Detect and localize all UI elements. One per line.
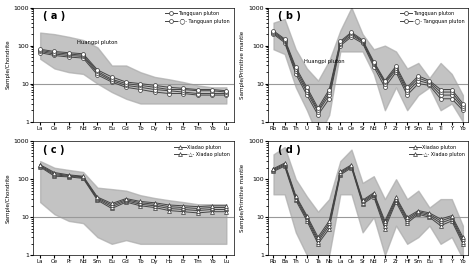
Y-axis label: Sample/Chondrite: Sample/Chondrite — [6, 40, 10, 89]
Text: ( a ): ( a ) — [43, 11, 65, 21]
Text: ( b ): ( b ) — [278, 11, 301, 21]
Y-axis label: Sample/Primitive mantle: Sample/Primitive mantle — [240, 31, 246, 99]
Text: Huangpi pluton: Huangpi pluton — [77, 39, 118, 45]
Text: ( d ): ( d ) — [278, 145, 301, 155]
Y-axis label: Sample/Primitive mantle: Sample/Primitive mantle — [240, 164, 246, 232]
Y-axis label: Sample/Chondrite: Sample/Chondrite — [6, 173, 10, 223]
Legend: Xiadao pluton, -△- Xiadao pluton: Xiadao pluton, -△- Xiadao pluton — [408, 144, 466, 158]
Legend: Tangquan pluton, -◯- Tangquan pluton: Tangquan pluton, -◯- Tangquan pluton — [399, 10, 466, 25]
Text: ( c ): ( c ) — [43, 145, 64, 155]
Text: Huangpi pluton: Huangpi pluton — [304, 59, 345, 64]
Legend: Xiadao pluton, -△- Xiadao pluton: Xiadao pluton, -△- Xiadao pluton — [173, 144, 231, 158]
Legend: Tangquan pluton, -◯- Tangquan pluton: Tangquan pluton, -◯- Tangquan pluton — [164, 10, 231, 25]
